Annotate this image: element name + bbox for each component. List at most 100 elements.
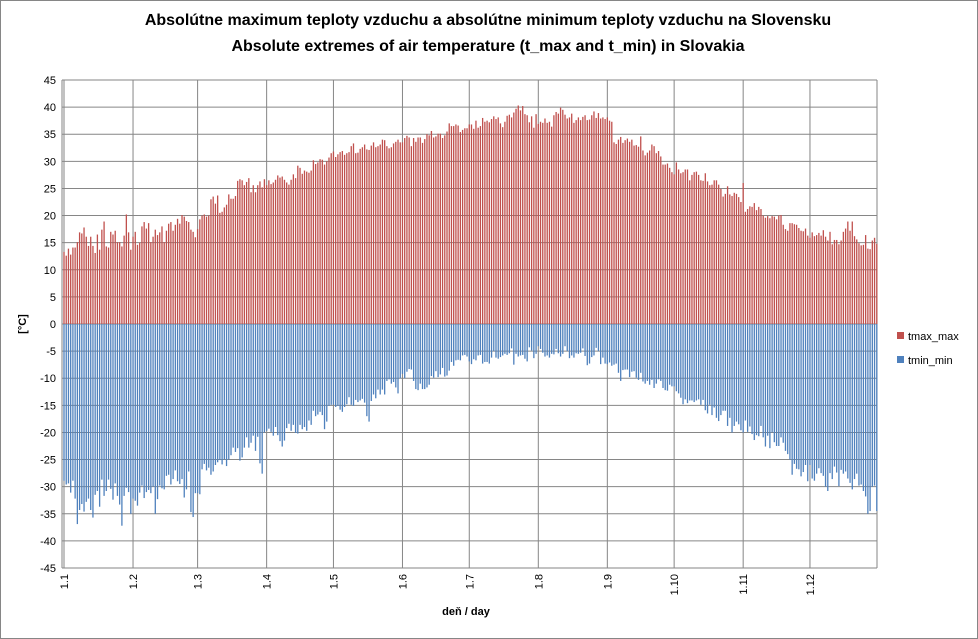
tmax_max-bar [352, 143, 355, 324]
tmin_min-bar [408, 324, 410, 370]
tmin_min-bar [96, 324, 99, 492]
tmin_min-bar [101, 324, 103, 480]
y-axis-ticks: -45 -40 -35 -30 -25 -20 -15 -10 -5 0 5 10 15 20 25 30 35… [40, 75, 56, 575]
tmin_min-bar [263, 324, 266, 433]
tmax_max-bar [468, 124, 470, 324]
tmax_max-bar [653, 146, 655, 324]
tmax_max-bar [381, 139, 384, 324]
tmin_min-bar [769, 324, 771, 449]
tmax_max-bar [871, 240, 873, 324]
tmax_max-bar [299, 167, 301, 324]
tmin_min-bar [461, 324, 464, 356]
tmin_min-bar [573, 324, 575, 358]
x-tick-label: 1.10 [669, 574, 681, 595]
x-tick-label: 1.3 [193, 574, 205, 589]
tmax_max-bar [724, 193, 727, 324]
tmin_min-bar [150, 324, 152, 494]
tmin_min-bar [762, 324, 764, 438]
tmin_min-bar [836, 324, 838, 473]
tmin_min-bar [286, 324, 288, 429]
tmin_min-bar [359, 324, 361, 401]
tmin_min-bar [72, 324, 74, 481]
tmax_max-bar [408, 137, 410, 324]
tmax_max-bar [399, 142, 401, 324]
tmin_min-bar [833, 324, 836, 467]
tmax_max-bar [105, 246, 107, 324]
tmax_max-bar [602, 117, 604, 324]
tmax_max-bar [715, 180, 718, 324]
tmax_max-bar [537, 123, 539, 324]
tmax_max-bar [604, 119, 606, 324]
tmax_max-bar [152, 236, 154, 324]
y-tick-label: -15 [40, 400, 56, 412]
tmin_min-bar [410, 324, 413, 370]
tmax_max-bar [214, 203, 217, 324]
tmin_min-bar [404, 324, 406, 379]
tmin_min-bar [468, 324, 470, 362]
tmax_max-bar [548, 121, 551, 324]
tmin_min-bar [421, 324, 424, 390]
tmax_max-bar [475, 120, 477, 325]
tmax_max-bar [535, 114, 537, 324]
tmax_max-bar [869, 249, 871, 324]
tmax_max-bar [838, 244, 840, 324]
tmax_max-bar [421, 142, 424, 324]
tmax_max-bar [263, 179, 266, 324]
tmin_min-bar [508, 324, 511, 354]
y-tick-label: -25 [40, 455, 56, 467]
tmax_max-bar [341, 151, 343, 324]
tmin_min-bar [221, 324, 223, 465]
tmax_max-bar [464, 128, 466, 324]
tmax_max-bar [530, 116, 533, 324]
x-tick-label: 1.5 [328, 574, 340, 589]
tmin_min-bar [724, 324, 727, 411]
tmax_max-bar [628, 141, 631, 324]
tmax_max-bar [196, 229, 199, 324]
tmax_max-bar [225, 204, 228, 324]
tmin_min-bar [771, 324, 773, 433]
legend-swatch-tmax [897, 332, 904, 339]
tmax_max-bar [243, 185, 246, 324]
tmax_max-bar [642, 150, 644, 324]
tmin_min-bar [675, 324, 678, 392]
y-tick-label: 0 [50, 319, 56, 331]
tmin_min-bar [412, 324, 415, 381]
tmin_min-bar [243, 324, 246, 448]
y-tick-label: -45 [40, 563, 56, 575]
tmin_min-bar [399, 324, 401, 379]
tmin_min-bar [107, 324, 110, 480]
tmax_max-bar [566, 118, 568, 325]
tmin_min-bar [415, 324, 417, 390]
tmax_max-bar [740, 202, 742, 324]
tmin_min-bar [259, 324, 261, 464]
tmax_max-bar [192, 231, 194, 324]
tmax_max-bar [588, 119, 591, 325]
tmin_min-bar [827, 324, 829, 492]
tmax_max-bar [519, 110, 522, 324]
tmax_max-bar [179, 223, 181, 324]
tmax_max-bar [713, 180, 715, 324]
tmax_max-bar [85, 236, 87, 324]
tmin_min-bar [506, 324, 508, 355]
tmin_min-bar [277, 324, 279, 436]
tmax_max-bar [314, 164, 317, 324]
tmax_max-bar [281, 176, 283, 324]
tmin_min-bar [566, 324, 568, 352]
tmax_max-bar [116, 242, 119, 324]
tmin_min-bar [524, 324, 526, 359]
tmax_max-bar [769, 218, 771, 324]
tmin_min-bar [176, 324, 179, 482]
tmin_min-bar [397, 324, 399, 394]
tmin_min-bar [65, 324, 67, 485]
tmin_min-bar [230, 324, 232, 456]
tmax_max-bar [203, 214, 205, 324]
tmax_max-bar [136, 244, 139, 324]
tmin_min-bar [791, 324, 793, 475]
tmax_max-bar [495, 119, 497, 324]
tmax_max-bar [680, 173, 682, 324]
tmin_min-bar [170, 324, 172, 485]
tmax_max-bar [110, 231, 112, 324]
tmax_max-bar [279, 177, 281, 324]
tmax_max-bar [337, 154, 339, 324]
